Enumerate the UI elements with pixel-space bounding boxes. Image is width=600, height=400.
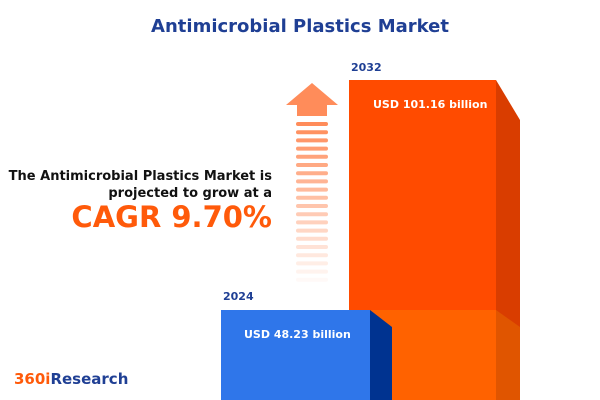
arrow-stripe	[296, 154, 328, 159]
arrow-stripe	[296, 138, 328, 143]
bar-2024-side	[370, 310, 392, 400]
arrow-stripe	[296, 187, 328, 192]
value-label-2024: USD 48.23 billion	[244, 328, 351, 341]
arrow-stripe	[296, 212, 328, 217]
arrow-stripe	[296, 277, 328, 282]
arrow-stripe	[296, 269, 328, 274]
arrow-stripe	[296, 171, 328, 176]
logo: 360iResearch	[14, 370, 129, 388]
arrow-head	[286, 83, 338, 116]
arrow-stripe	[296, 146, 328, 151]
arrow-stripe	[296, 204, 328, 208]
year-label-2024: 2024	[223, 290, 254, 303]
page-title: Antimicrobial Plastics Market	[151, 16, 449, 37]
arrow-stripe	[296, 236, 328, 241]
arrow-stripe	[296, 261, 328, 266]
bar-2032-lower-side	[496, 310, 520, 400]
value-label-2032: USD 101.16 billion	[373, 98, 488, 111]
growth-arrow-icon	[286, 83, 338, 282]
arrow-stripe	[296, 179, 328, 184]
description-line-2: projected to grow at a	[108, 186, 272, 201]
arrow-stripe	[296, 195, 328, 200]
bar-2024	[221, 310, 370, 400]
arrow-stripe	[296, 163, 328, 167]
description-line-1: The Antimicrobial Plastics Market is	[8, 169, 272, 184]
arrow-stripe	[296, 130, 328, 135]
cagr-value: CAGR 9.70%	[71, 200, 272, 234]
arrow-stripe	[296, 245, 328, 249]
arrow-stripe	[296, 228, 328, 233]
arrow-stripe	[296, 122, 328, 126]
arrow-stripe	[296, 220, 328, 225]
arrow-stripe	[296, 253, 328, 258]
year-label-2032: 2032	[351, 61, 382, 74]
